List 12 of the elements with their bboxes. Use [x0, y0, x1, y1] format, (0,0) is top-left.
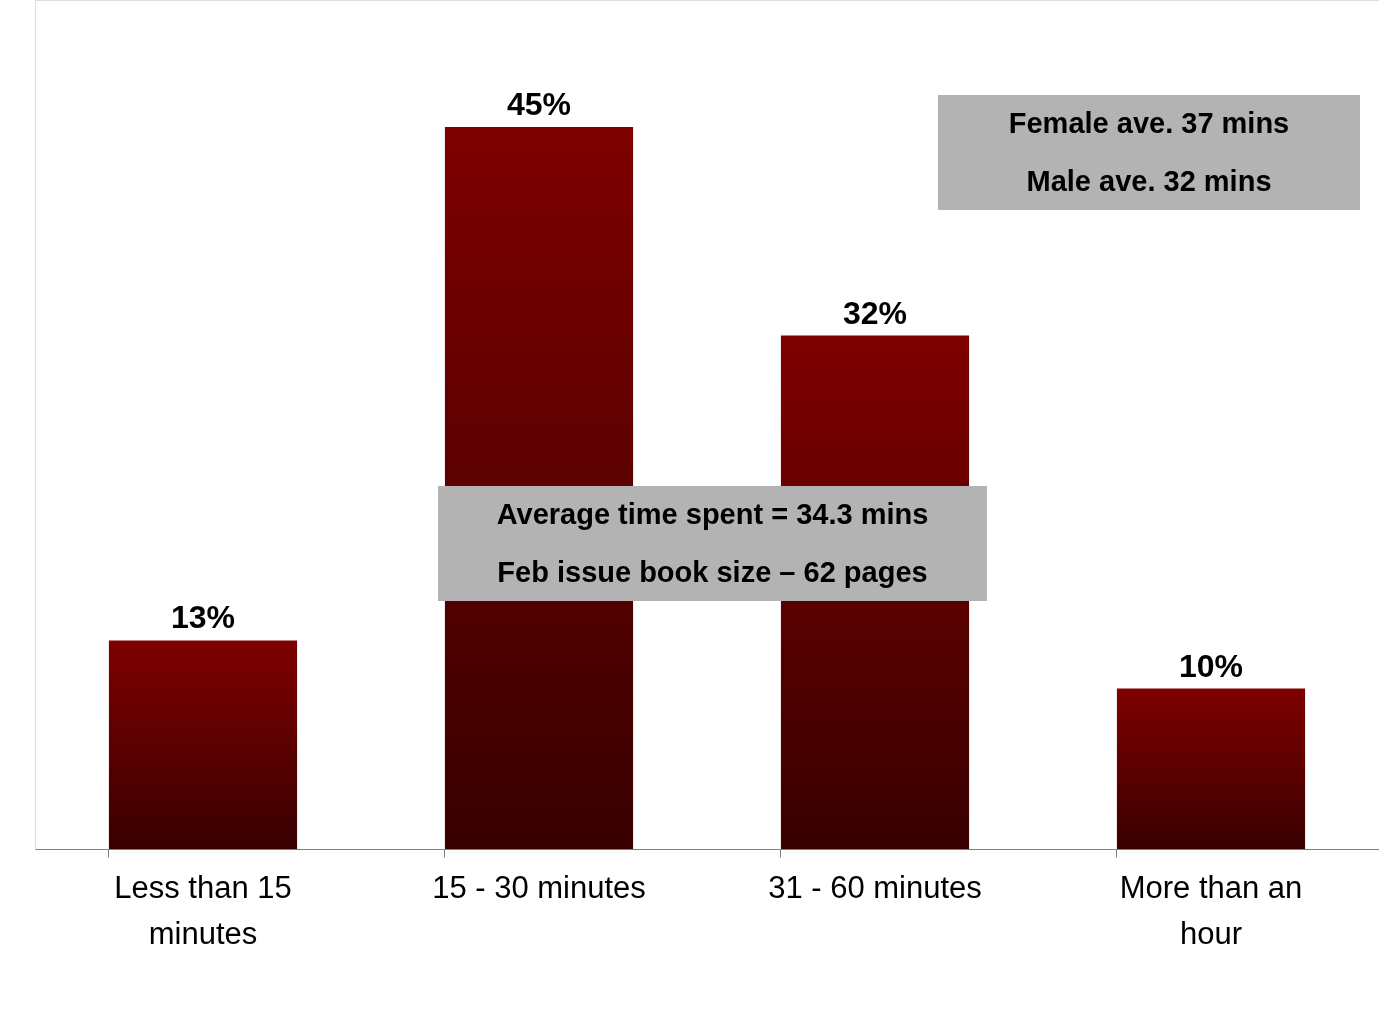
data-label: 10% [1178, 647, 1244, 684]
x-tick-label: Less than 15 minutes [114, 869, 292, 951]
data-label: 13% [170, 599, 236, 636]
x-tick-label: 31 - 60 minutes [768, 869, 982, 905]
annotation: Average time spent = 34.3 mins Feb issue book size – 62 pages [496, 497, 929, 588]
annotation: Female ave. 37 mins Male ave. 32 mins [1008, 106, 1290, 197]
x-tick-label: More than an hour [1119, 869, 1303, 951]
bar [108, 640, 298, 849]
data-label: 45% [506, 86, 572, 123]
x-tick-label: 15 - 30 minutes [432, 869, 646, 905]
bar [1116, 688, 1306, 849]
data-label: 32% [842, 294, 908, 331]
